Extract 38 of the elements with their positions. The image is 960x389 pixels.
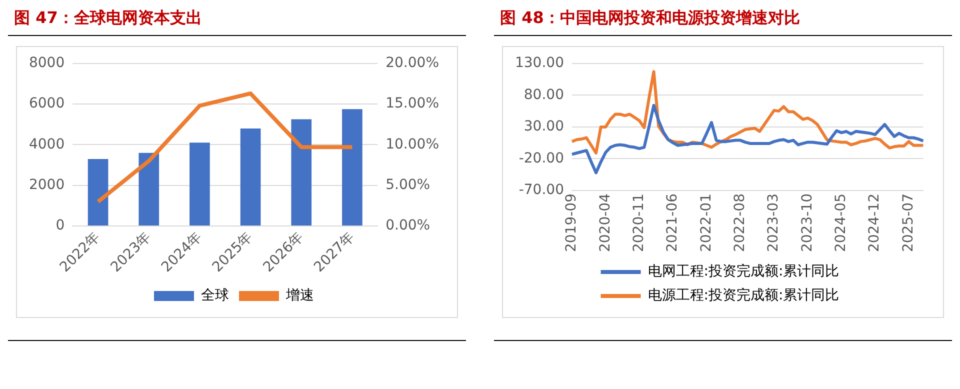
y-tick-label: 6000 (28, 96, 65, 112)
x-tick-label: 2023-03 (766, 194, 782, 252)
legend-label: 全球 (201, 288, 229, 304)
bar (240, 128, 261, 226)
legend-label: 电网工程:投资完成额:累计同比 (648, 264, 840, 280)
x-tick-label: 2020-04 (597, 193, 614, 252)
x-tick-label: 2020-11 (630, 194, 647, 252)
x-tick-label: 2024-05 (833, 194, 850, 252)
y2-tick-label: 0.00% (386, 218, 430, 234)
bar (138, 152, 160, 226)
y-tick-label: -20.00 (518, 150, 564, 166)
x-tick-label: 2019-09 (564, 194, 580, 252)
bar (190, 142, 210, 226)
bar (291, 119, 312, 226)
y2-tick-label: 20.00% (386, 55, 440, 72)
bar (88, 158, 108, 226)
y-tick-label: 4000 (28, 136, 65, 152)
y-tick-label: 8000 (28, 55, 65, 72)
x-tick-label: 2022-08 (732, 194, 748, 252)
y-tick-label: 2000 (28, 177, 65, 194)
y2-tick-label: 5.00% (386, 177, 430, 194)
bar (342, 109, 362, 226)
chart-title: 图 47：全球电网资本支出 (8, 8, 466, 36)
x-tick-label: 2022-01 (698, 194, 714, 252)
x-tick-label: 2021-06 (664, 193, 681, 252)
x-tick-label: 2023-10 (799, 194, 816, 252)
chart-title: 图 48：中国电网投资和电源投资增速对比 (494, 8, 952, 36)
legend-label: 电源工程:投资完成额:累计同比 (648, 288, 840, 304)
y-tick-label: 30.00 (524, 118, 564, 135)
x-tick-label: 2024-12 (866, 194, 883, 252)
y-tick-label: 130.00 (514, 55, 564, 72)
x-tick-label: 2025-07 (900, 194, 916, 252)
y-tick-label: -70.00 (518, 182, 564, 198)
y-tick-label: 80.00 (524, 86, 564, 103)
y2-tick-label: 10.00% (386, 136, 440, 152)
y-tick-label: 0 (56, 218, 65, 234)
legend-label: 增速 (285, 288, 314, 304)
y2-tick-label: 15.00% (386, 96, 440, 112)
